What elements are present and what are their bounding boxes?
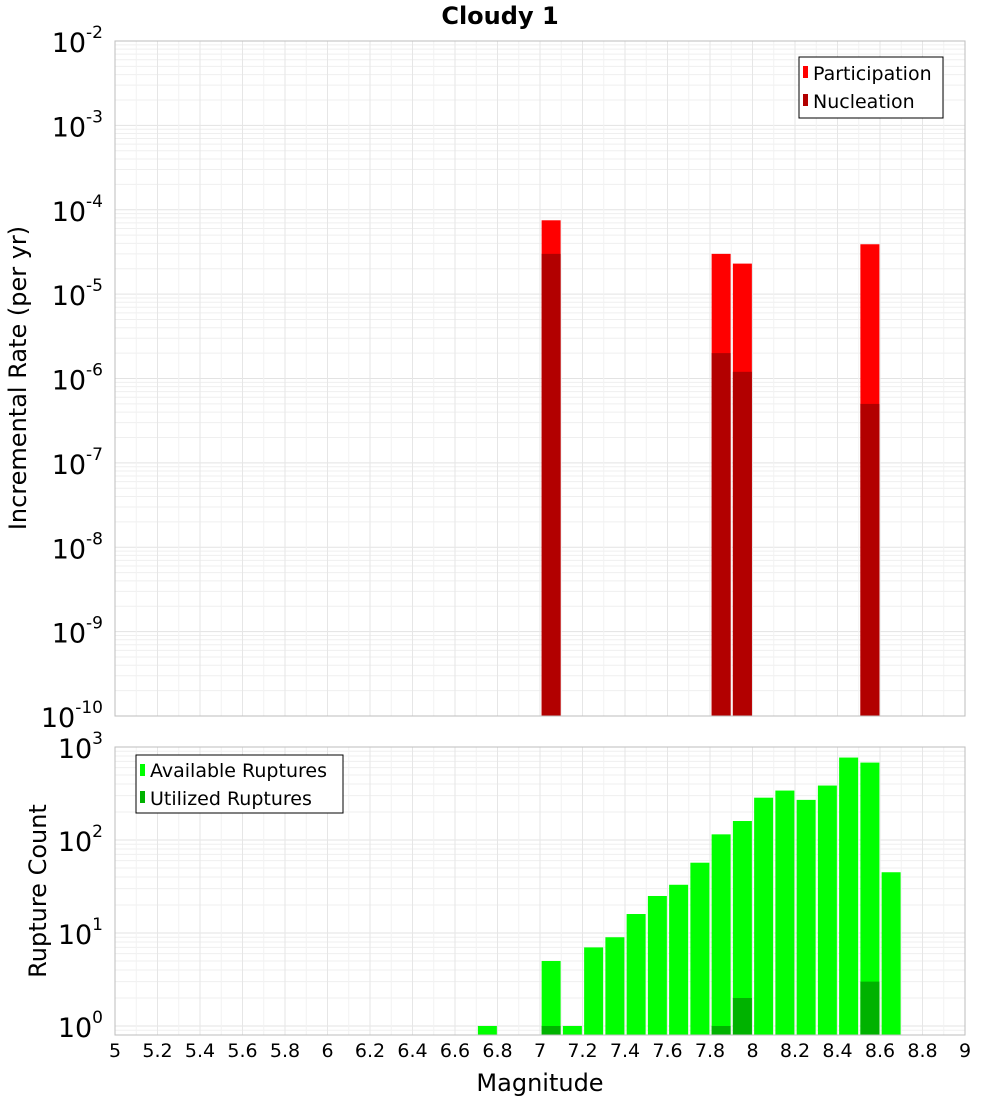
available-ruptures-bar (584, 947, 604, 1035)
rate-grid (114, 40, 966, 717)
x-tick-label: 8.8 (907, 1040, 937, 1062)
available-ruptures-bar (626, 914, 646, 1035)
x-tick-label: 7.4 (610, 1040, 640, 1062)
available-ruptures-bar (562, 1025, 582, 1035)
nucleation-bar (860, 403, 880, 716)
available-ruptures-bar (690, 862, 710, 1035)
chart-title: Cloudy 1 (441, 2, 558, 30)
nucleation-bar (732, 371, 752, 716)
y-tick-label: 10-2 (52, 23, 103, 59)
legend-available-swatch (140, 764, 145, 776)
x-tick-label: 6.2 (355, 1040, 385, 1062)
x-tick-label: 6 (321, 1040, 333, 1062)
available-ruptures-bar (881, 872, 901, 1035)
x-tick-label: 7.6 (652, 1040, 682, 1062)
x-tick-label: 6.8 (482, 1040, 512, 1062)
rate-panel: 10-10 10-9 10-8 10-7 10-6 10-5 10-4 10-3 10-2 In… (4, 23, 966, 734)
x-tick-label: 8.4 (822, 1040, 852, 1062)
utilized-ruptures-bar (732, 997, 752, 1035)
y-tick-label: 103 (58, 729, 103, 765)
y-tick-label: 10-9 (52, 614, 103, 650)
available-ruptures-bar (775, 790, 795, 1035)
available-ruptures-bar (860, 762, 880, 1035)
count-y-ticks: 100 101 102 103 (58, 729, 103, 1044)
x-tick-label: 8.6 (865, 1040, 895, 1062)
y-tick-label: 10-3 (52, 107, 103, 143)
x-tick-label: 5.2 (142, 1040, 172, 1062)
y-tick-label: 10-7 (52, 445, 103, 481)
utilized-ruptures-bar (711, 1025, 731, 1035)
y-tick-label: 10-5 (52, 276, 103, 312)
x-tick-label: 6.4 (397, 1040, 427, 1062)
x-tick-label: 9 (959, 1040, 971, 1062)
x-tick-label: 7.2 (567, 1040, 597, 1062)
count-legend: Available Ruptures Utilized Ruptures (135, 754, 344, 814)
legend-participation-label: Participation (813, 63, 932, 85)
y-tick-label: 101 (58, 915, 103, 951)
utilized-ruptures-bar (541, 1025, 561, 1035)
x-tick-label: 5.6 (227, 1040, 257, 1062)
x-tick-label: 5 (109, 1040, 121, 1062)
available-ruptures-bar (817, 785, 837, 1035)
nucleation-bar (541, 253, 561, 716)
available-ruptures-bar (796, 799, 816, 1035)
utilized-ruptures-bar (860, 981, 880, 1035)
x-tick-label: 5.8 (270, 1040, 300, 1062)
rate-bars (541, 220, 880, 717)
legend-nucleation-label: Nucleation (813, 91, 915, 113)
available-ruptures-bar (541, 960, 561, 1035)
count-x-ticks: 5 5.2 5.4 5.6 5.8 6 6.2 6.4 6.6 6.8 7 7.2 7.4 7.6 7.8 8… (109, 1040, 971, 1062)
legend-utilized-label: Utilized Ruptures (150, 788, 312, 810)
available-ruptures-bar (732, 821, 752, 1035)
x-axis-label: Magnitude (476, 1069, 603, 1097)
available-ruptures-bar (839, 757, 859, 1035)
rate-y-axis-label: Incremental Rate (per yr) (4, 226, 32, 530)
available-ruptures-bar (669, 884, 689, 1035)
x-tick-label: 6.6 (440, 1040, 470, 1062)
count-legend-box (135, 754, 344, 814)
legend-available-label: Available Ruptures (150, 760, 327, 782)
rate-plot-frame (114, 40, 966, 717)
available-ruptures-bar (605, 937, 625, 1035)
y-tick-label: 10-8 (52, 529, 103, 565)
count-panel: 100 101 102 103 5 5.2 5.4 5.6 5.8 6 6.2 6.4 6.6 6.8 7… (24, 729, 971, 1097)
rate-y-ticks: 10-10 10-9 10-8 10-7 10-6 10-5 10-4 10-3 10-2 (41, 23, 103, 734)
y-tick-label: 100 (58, 1008, 103, 1044)
available-ruptures-bar (711, 834, 731, 1035)
available-ruptures-bar (477, 1025, 497, 1035)
x-tick-label: 8 (746, 1040, 758, 1062)
x-tick-label: 5.4 (185, 1040, 215, 1062)
rate-legend-box (798, 56, 944, 119)
count-bars (477, 757, 901, 1035)
x-tick-label: 7.8 (695, 1040, 725, 1062)
x-tick-label: 7 (534, 1040, 546, 1062)
y-tick-label: 10-6 (52, 361, 103, 397)
y-tick-label: 102 (58, 822, 103, 858)
count-y-axis-label: Rupture Count (24, 804, 52, 978)
y-tick-label: 10-4 (52, 192, 103, 228)
legend-nucleation-swatch (803, 94, 808, 106)
rate-legend: Participation Nucleation (798, 56, 944, 119)
legend-participation-swatch (803, 66, 808, 78)
x-tick-label: 8.2 (780, 1040, 810, 1062)
legend-utilized-swatch (140, 791, 145, 803)
available-ruptures-bar (754, 797, 774, 1035)
y-tick-label: 10-10 (41, 698, 103, 734)
count-plot-frame (114, 746, 966, 1036)
nucleation-bar (711, 353, 731, 716)
available-ruptures-bar (647, 895, 667, 1035)
